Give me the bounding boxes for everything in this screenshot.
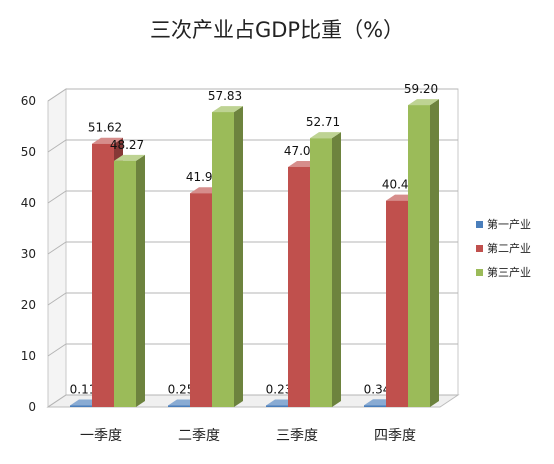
- y-tick-label: 0: [28, 400, 36, 414]
- bar: [266, 405, 288, 407]
- bar: [288, 166, 310, 407]
- bar: [70, 405, 92, 407]
- bar: [386, 200, 408, 407]
- bar-top: [92, 137, 123, 144]
- y-tick-label: 40: [21, 196, 36, 210]
- y-tick-label: 30: [21, 247, 36, 261]
- bar: [190, 193, 212, 407]
- bar-side: [234, 106, 243, 407]
- bar: [364, 405, 386, 407]
- data-label: 48.27: [110, 138, 144, 152]
- y-tick-label: 50: [21, 145, 36, 159]
- bar-side: [136, 154, 145, 407]
- bar-top: [408, 99, 439, 106]
- data-label: 59.20: [404, 82, 438, 96]
- legend-swatch: [476, 269, 483, 276]
- data-label: 51.62: [88, 121, 122, 135]
- data-label: 0.23: [266, 383, 293, 397]
- bar: [92, 143, 114, 407]
- legend-swatch: [476, 221, 483, 228]
- y-tick-label: 60: [21, 94, 36, 108]
- x-tick-label: 四季度: [374, 428, 416, 444]
- x-tick-label: 三季度: [276, 428, 318, 444]
- legend-label: 第一产业: [487, 217, 531, 231]
- data-label: 0.34: [364, 382, 391, 396]
- y-tick-label: 10: [21, 349, 36, 363]
- bar: [212, 112, 234, 407]
- legend-label: 第二产业: [487, 241, 531, 255]
- data-label: 0.25: [168, 383, 195, 397]
- data-label: 52.71: [306, 115, 340, 129]
- data-label: 40.46: [382, 178, 416, 192]
- bar: [114, 160, 136, 407]
- data-label: 57.83: [208, 89, 242, 103]
- bar-side: [332, 132, 341, 407]
- data-label: 47.06: [284, 144, 318, 158]
- bar-side: [430, 99, 439, 407]
- legend-label: 第三产业: [487, 265, 531, 279]
- x-tick-label: 一季度: [80, 428, 122, 444]
- y-tick-label: 20: [21, 298, 36, 312]
- bar: [168, 405, 190, 407]
- bar-top: [310, 132, 341, 139]
- data-label: 0.11: [70, 383, 97, 397]
- gridline: [47, 88, 458, 102]
- bar-top: [212, 106, 243, 113]
- bar: [408, 105, 430, 407]
- bar: [310, 138, 332, 407]
- bar-top: [114, 154, 145, 161]
- x-tick-label: 二季度: [178, 428, 220, 444]
- chart-title: 三次产业占GDP比重（%）: [149, 18, 405, 42]
- legend-swatch: [476, 245, 483, 252]
- data-label: 41.92: [186, 170, 220, 184]
